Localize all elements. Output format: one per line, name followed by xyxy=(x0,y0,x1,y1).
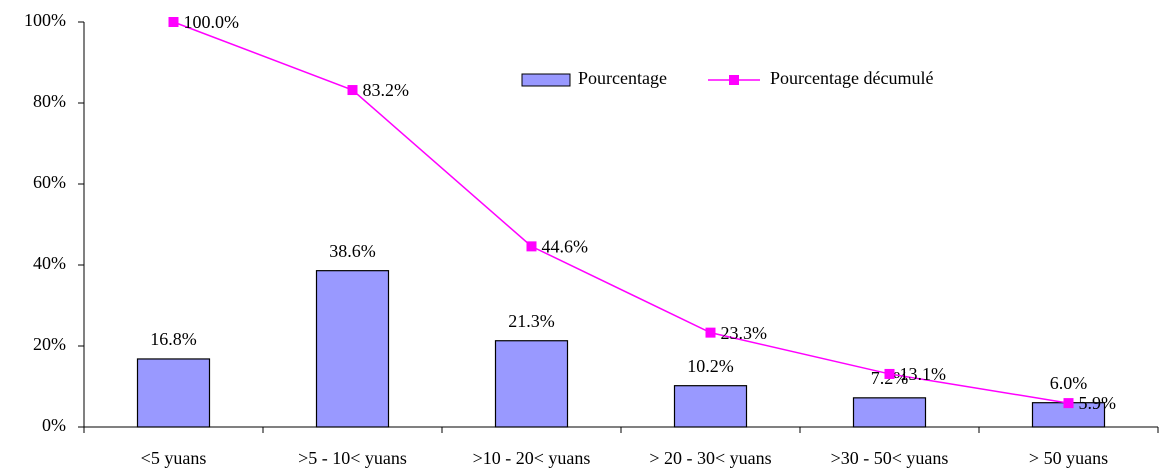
x-tick-label: > 50 yuans xyxy=(1029,448,1108,468)
y-tick-label: 60% xyxy=(33,172,66,192)
y-tick-label: 20% xyxy=(33,334,66,354)
line-marker xyxy=(526,241,537,252)
legend-label: Pourcentage décumulé xyxy=(770,68,933,88)
line-value-label: 83.2% xyxy=(363,80,410,100)
bar xyxy=(673,385,748,428)
bar-value-label: 38.6% xyxy=(329,241,376,261)
legend-label: Pourcentage xyxy=(578,68,667,88)
x-tick-label: >10 - 20< yuans xyxy=(473,448,591,468)
line-marker xyxy=(347,85,358,96)
line-value-label: 5.9% xyxy=(1079,393,1117,413)
legend-marker xyxy=(729,75,739,85)
line-marker xyxy=(884,368,895,379)
y-tick-label: 100% xyxy=(24,10,66,30)
y-tick-label: 80% xyxy=(33,91,66,111)
line-value-label: 44.6% xyxy=(542,236,589,256)
bar xyxy=(315,270,390,428)
line-marker xyxy=(168,17,179,27)
x-tick-label: >5 - 10< yuans xyxy=(298,448,407,468)
line-value-label: 23.3% xyxy=(721,323,768,343)
bar-value-label: 21.3% xyxy=(508,311,555,331)
bar xyxy=(494,340,569,428)
line-marker xyxy=(1063,398,1074,409)
line-marker xyxy=(705,327,716,338)
bar xyxy=(136,358,211,428)
y-tick-label: 40% xyxy=(33,253,66,273)
x-tick-label: <5 yuans xyxy=(141,448,207,468)
line-value-label: 13.1% xyxy=(900,364,947,384)
line-value-label: 100.0% xyxy=(184,12,240,32)
line xyxy=(173,21,1069,404)
x-tick-label: > 20 - 30< yuans xyxy=(649,448,771,468)
legend-swatch xyxy=(521,73,571,87)
y-tick-label: 0% xyxy=(42,415,66,435)
x-tick-label: >30 - 50< yuans xyxy=(831,448,949,468)
bar-value-label: 10.2% xyxy=(687,356,734,376)
bar xyxy=(852,397,927,428)
bar-value-label: 16.8% xyxy=(150,329,197,349)
bar-value-label: 6.0% xyxy=(1050,373,1088,393)
